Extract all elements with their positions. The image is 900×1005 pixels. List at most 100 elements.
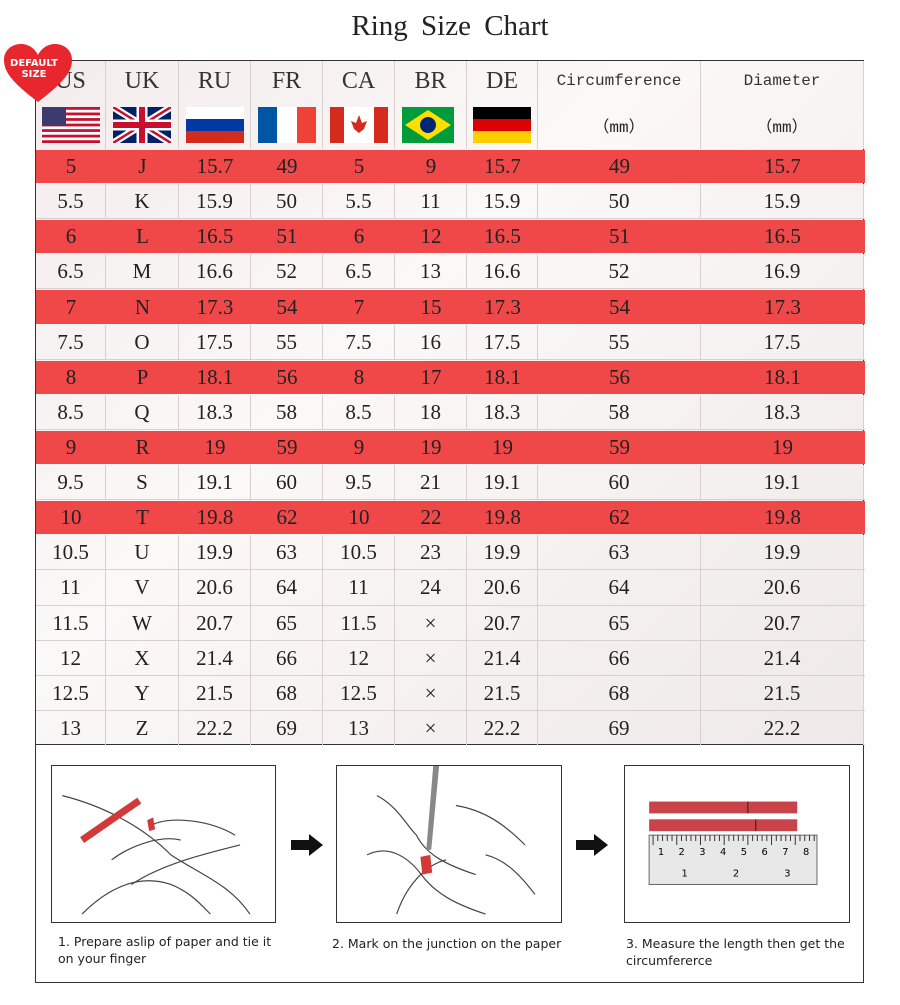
table-cell: 56 xyxy=(276,364,298,389)
ruler-number: 1 xyxy=(658,847,664,858)
table-cell: L xyxy=(136,224,149,249)
flag xyxy=(257,107,316,143)
table-cell: 64 xyxy=(251,570,323,606)
table-cell: 11.5 xyxy=(323,605,395,641)
illustration-measure: 1 2 3 4 5 6 7 8 1 2 3 xyxy=(624,765,850,923)
header-cell xyxy=(323,101,395,149)
table-cell: 16.6 xyxy=(467,254,538,290)
arrow xyxy=(291,834,323,856)
table-cell: 24 xyxy=(395,570,467,606)
table-cell: 68 xyxy=(251,675,323,711)
table-cell: 19.1 xyxy=(179,465,251,501)
table-cell: 19.8 xyxy=(764,505,801,530)
table-cell: 19 xyxy=(492,434,513,459)
unit-label: （mm） xyxy=(756,119,808,137)
table-cell: 20.6 xyxy=(701,570,864,606)
table-cell: 8.5 xyxy=(323,394,395,430)
table-cell: 21.4 xyxy=(467,640,538,676)
header-cell: （mm） xyxy=(701,101,864,149)
table-cell: × xyxy=(395,605,467,641)
row xyxy=(36,360,865,394)
row xyxy=(36,606,865,641)
table-cell: 5.5 xyxy=(36,184,106,220)
table-cell: 63 xyxy=(251,535,323,571)
table-cell: 19 xyxy=(772,434,793,459)
table-cell: 63 xyxy=(538,535,701,571)
table-cell: K xyxy=(106,184,179,220)
table-cell: 17.3 xyxy=(484,294,521,319)
table-cell: 11.5 xyxy=(36,605,106,641)
table-cell: 21.5 xyxy=(701,675,864,711)
instructions: 1 2 3 4 5 6 7 8 1 2 3 1. Prepare aslip of paper an… xyxy=(35,745,864,983)
header-cell xyxy=(106,101,179,149)
header-cell xyxy=(395,101,467,149)
step-caption: 1. Prepare aslip of paper and tie it on … xyxy=(58,934,272,966)
table-cell: 62 xyxy=(276,505,298,530)
table-cell: 9.5 xyxy=(36,465,106,501)
table-cell: 21.4 xyxy=(179,640,251,676)
table-cell: 62 xyxy=(609,505,630,530)
row xyxy=(36,220,865,254)
table-cell: 12.5 xyxy=(36,675,106,711)
table-cell: 55 xyxy=(251,324,323,360)
table-cell: 18.1 xyxy=(764,364,801,389)
row xyxy=(36,676,865,711)
ruler-number: 5 xyxy=(741,847,747,858)
table-cell: S xyxy=(106,465,179,501)
ruler-number: 2 xyxy=(679,847,685,858)
table-cell: 65 xyxy=(251,605,323,641)
table-cell: O xyxy=(106,324,179,360)
table-cell: 21 xyxy=(395,465,467,501)
table-cell: 19.9 xyxy=(467,535,538,571)
column-header: DE xyxy=(467,61,538,101)
table-cell: 60 xyxy=(251,465,323,501)
table-cell: 12.5 xyxy=(323,675,395,711)
table-cell: 15.7 xyxy=(764,154,801,179)
table-cell: W xyxy=(106,605,179,641)
header-cell xyxy=(251,101,323,149)
table-cell: 49 xyxy=(276,154,298,179)
row xyxy=(36,641,865,676)
table-cell: 19 xyxy=(204,434,226,459)
table-cell: 22.2 xyxy=(467,710,538,746)
row xyxy=(36,465,865,501)
header-cell: （mm） xyxy=(538,101,701,149)
table-cell: 17.3 xyxy=(764,294,801,319)
table-cell: P xyxy=(136,364,149,389)
table-cell: R xyxy=(135,434,150,459)
table-cell: X xyxy=(106,640,179,676)
table-cell: 20.7 xyxy=(467,605,538,641)
row xyxy=(36,290,865,324)
ruler-number: 2 xyxy=(733,869,739,880)
table-cell: Q xyxy=(106,394,179,430)
table-cell: 55 xyxy=(538,324,701,360)
table-cell: 20.7 xyxy=(701,605,864,641)
table-cell: 69 xyxy=(538,710,701,746)
table-cell: 18.1 xyxy=(196,364,234,389)
table-cell: 16.5 xyxy=(764,224,801,249)
table-cell: 60 xyxy=(538,465,701,501)
table-cell: 69 xyxy=(251,710,323,746)
table-cell: 21.5 xyxy=(467,675,538,711)
ruler-number: 3 xyxy=(699,847,705,858)
table-cell: 18.1 xyxy=(484,364,521,389)
column-header: RU xyxy=(179,61,251,101)
ruler-number: 4 xyxy=(720,847,726,858)
table-cell: 11 xyxy=(395,184,467,220)
table-cell: 20.7 xyxy=(179,605,251,641)
table-cell: 8 xyxy=(353,364,365,389)
column-header: FR xyxy=(251,61,323,101)
table-cell: 18.3 xyxy=(179,394,251,430)
table-cell: 16.5 xyxy=(484,224,521,249)
column-header: BR xyxy=(395,61,467,101)
table-cell: 49 xyxy=(609,154,630,179)
table-cell: 6.5 xyxy=(323,254,395,290)
table-cell: 50 xyxy=(538,184,701,220)
table-cell: 6 xyxy=(65,224,77,249)
title: Ring Size Chart xyxy=(351,10,549,42)
table-cell: 8 xyxy=(65,364,77,389)
table-cell: 11 xyxy=(323,570,395,606)
table-cell: 16.9 xyxy=(701,254,864,290)
column-header: Diameter xyxy=(701,61,864,101)
